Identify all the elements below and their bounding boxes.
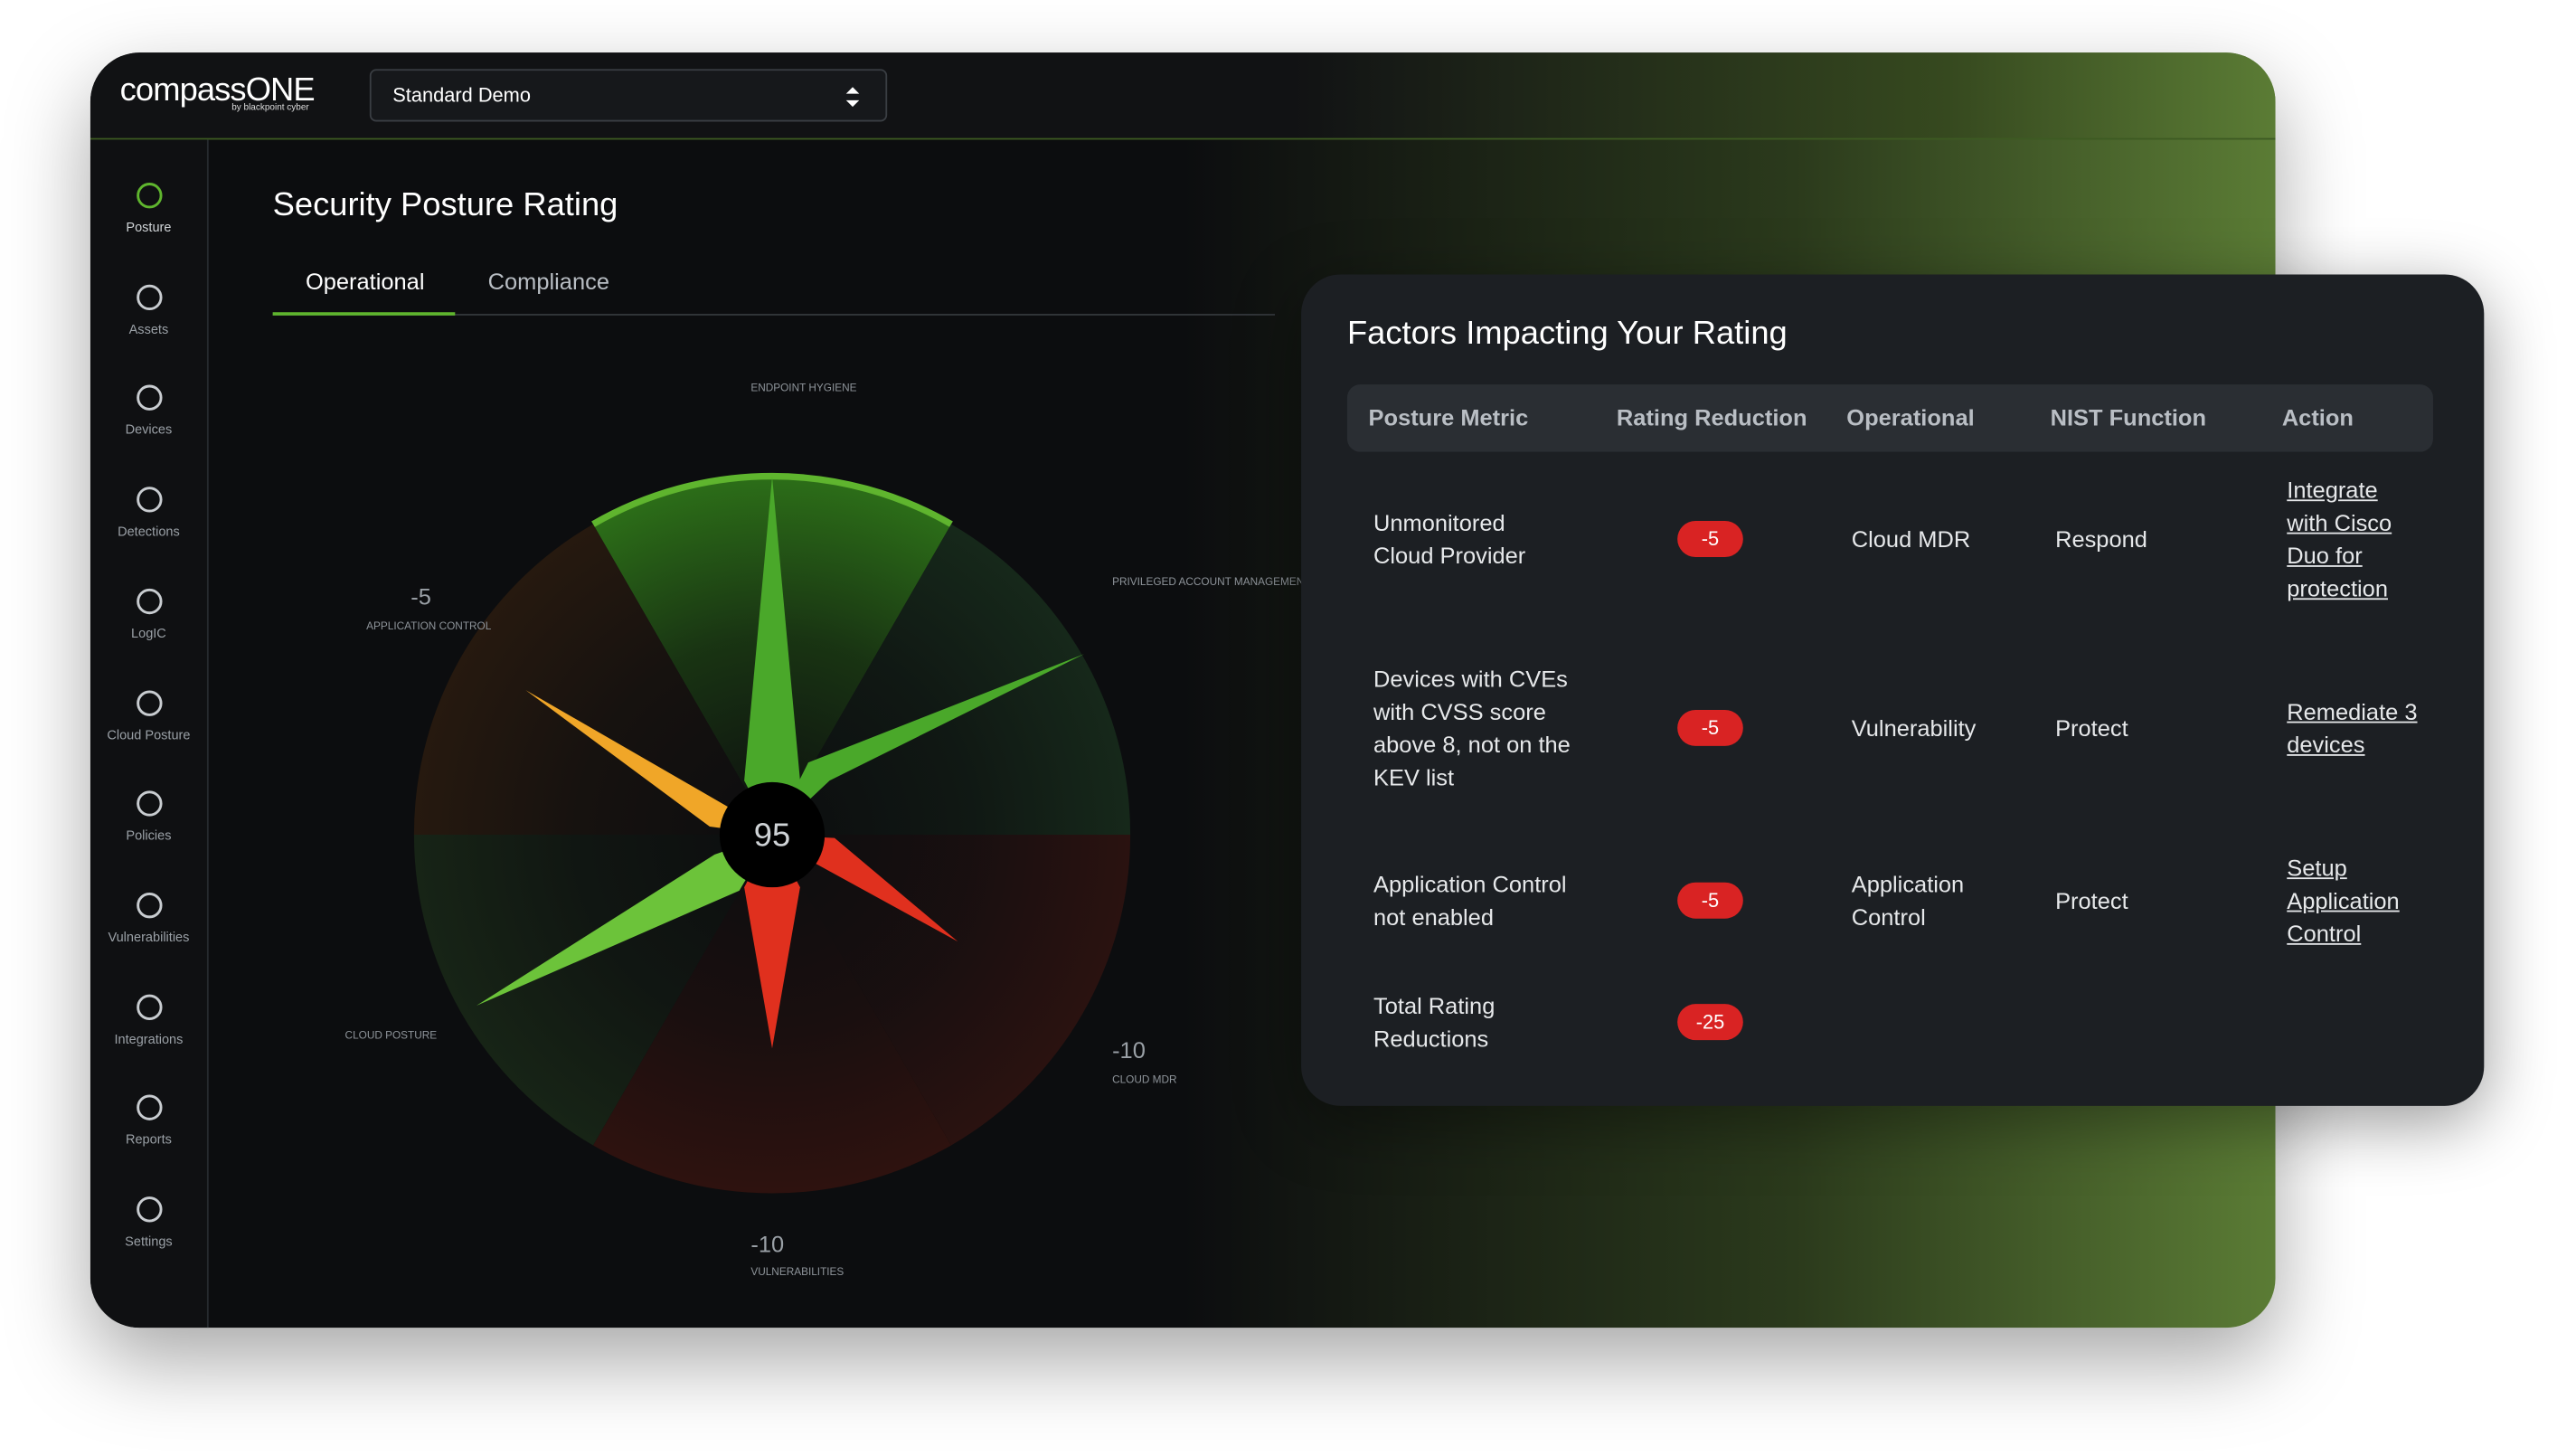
org-select: Standard Demo — [392, 83, 531, 108]
nav-label: Posture — [126, 220, 172, 235]
tab[interactable]: Operational — [305, 268, 425, 295]
column-header[interactable]: Posture Metric — [1368, 403, 1529, 431]
action-link[interactable]: Setup Application Control — [2287, 854, 2400, 947]
nav-item[interactable]: Devices — [90, 382, 207, 440]
nav-label: Cloud Posture — [107, 727, 191, 742]
score-circle — [719, 781, 826, 888]
sidebar: Posture Assets Devices Detections LogIC Cloud… — [90, 139, 209, 1328]
nav-icon — [136, 892, 162, 919]
table-cell: Devices with CVEs with CVSS score above … — [1373, 665, 1571, 790]
axis-label: APPLICATION CONTROL — [366, 619, 492, 632]
table-cell: Protect — [2055, 714, 2128, 742]
nav-icon — [136, 385, 162, 411]
brand-name: compassONE — [119, 71, 316, 109]
nav-item[interactable]: Settings — [90, 1193, 207, 1252]
action-link[interactable]: Integrate with Cisco Duo for protection — [2287, 476, 2392, 602]
nav-icon — [136, 993, 162, 1020]
axis-label: CLOUD MDR — [1112, 1073, 1176, 1085]
action-link[interactable]: Remediate 3 devices — [2287, 698, 2418, 758]
org-dropdown[interactable]: Standard Demo — [369, 69, 888, 122]
nav-item[interactable]: Reports — [90, 1092, 207, 1150]
reduction-pill: -5 — [1677, 520, 1743, 557]
page-title: Security Posture Rating — [272, 187, 618, 224]
nav-item[interactable]: Policies — [90, 788, 207, 846]
nav-label: Assets — [128, 321, 169, 336]
card-title: Factors Impacting Your Rating — [1346, 315, 1788, 352]
deduction: -5 — [410, 585, 431, 610]
reduction-pill: -25 — [1677, 1004, 1743, 1041]
dropdown-arrows — [845, 87, 860, 108]
nav-icon — [136, 588, 162, 614]
sector-rim — [591, 472, 953, 527]
nav-item[interactable]: Cloud Posture — [90, 686, 207, 745]
axis-label: CLOUD POSTURE — [345, 1028, 438, 1041]
nav-icon — [136, 1196, 162, 1223]
nav-label: Settings — [125, 1234, 173, 1249]
star-point — [744, 476, 800, 836]
nav-label: Vulnerabilities — [108, 930, 190, 945]
score: 95 — [754, 817, 790, 854]
top-bar: compassONE by blackpoint cyber Standard … — [90, 52, 2276, 140]
table-cell: Application Control — [1851, 871, 1965, 931]
nav-icon — [136, 284, 162, 310]
reduction-pill: -5 — [1677, 882, 1743, 919]
tab-indicator — [272, 312, 456, 316]
table-cell: Protect — [2055, 887, 2128, 914]
table-cell: Unmonitored Cloud Provider — [1373, 509, 1526, 569]
tab-divider — [272, 314, 1275, 316]
column-header[interactable]: NIST Function — [2050, 403, 2207, 431]
table-cell: Cloud MDR — [1851, 525, 1971, 553]
deduction: -10 — [1112, 1038, 1146, 1064]
table-cell: Respond — [2055, 525, 2147, 553]
table-cell: Total Rating Reductions — [1373, 992, 1496, 1052]
nav-item[interactable]: Vulnerabilities — [90, 889, 207, 948]
axis-label: ENDPOINT HYGIENE — [750, 381, 856, 393]
axis-label: VULNERABILITIES — [750, 1265, 844, 1278]
reduction-pill: -5 — [1677, 709, 1743, 746]
nav-icon — [136, 790, 162, 818]
star-point — [744, 835, 800, 1049]
nav-item[interactable]: Detections — [90, 483, 207, 542]
nav-item[interactable]: Assets — [90, 280, 207, 339]
column-header: Action — [2281, 403, 2354, 431]
nav-item[interactable]: LogIC — [90, 584, 207, 643]
tab[interactable]: Compliance — [487, 268, 609, 295]
nav-label: Detections — [118, 524, 180, 540]
star-point — [525, 690, 772, 836]
star-point — [476, 835, 772, 1007]
nav-label: Reports — [125, 1132, 172, 1148]
table-cell: Vulnerability — [1851, 714, 1977, 742]
nav-item[interactable]: Posture — [90, 179, 207, 238]
table-header — [1346, 384, 2433, 452]
nav-item[interactable]: Integrations — [90, 990, 207, 1049]
star-point — [771, 835, 958, 942]
nav-icon — [136, 183, 162, 209]
nav-label: LogIC — [131, 625, 166, 641]
table-cell: Application Control not enabled — [1373, 871, 1567, 931]
nav-label: Devices — [125, 422, 173, 439]
nav-icon — [136, 487, 162, 513]
brand-tagline: by blackpoint cyber — [231, 103, 309, 114]
column-header: Rating Reduction — [1616, 403, 1807, 431]
nav-icon — [136, 1095, 162, 1121]
column-header[interactable]: Operational — [1846, 403, 1975, 431]
nav-label: Integrations — [114, 1031, 184, 1046]
nav-icon — [136, 689, 162, 715]
nav-label: Policies — [126, 828, 172, 844]
deduction: -10 — [750, 1233, 784, 1258]
axis-label: PRIVILEGED ACCOUNT MANAGEMENT — [1112, 575, 1310, 588]
axis-label: ENDPOINT HYGIENE — [750, 381, 856, 393]
